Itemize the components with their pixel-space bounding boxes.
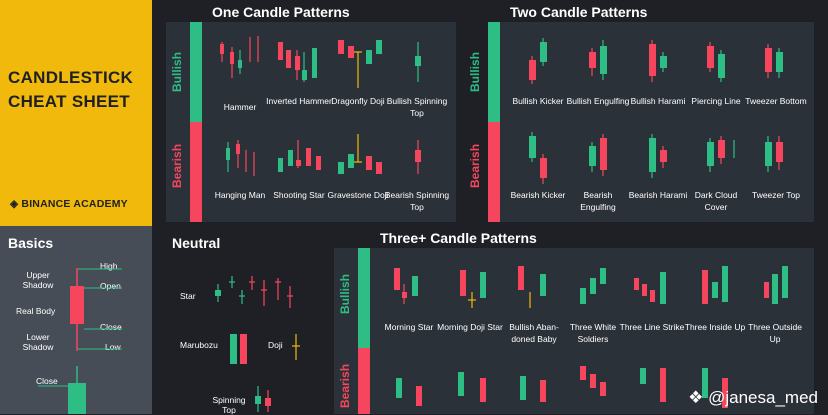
brand-name: BINANCE ACADEMY [21, 198, 127, 210]
label-star: Star [180, 291, 196, 301]
title-line-1: CANDLESTICK [8, 66, 133, 90]
label-spinning-top: Spinning Top [206, 395, 252, 415]
section-three-candle-title: Three+ Candle Patterns [380, 230, 537, 246]
title-panel: CANDLESTICK CHEAT SHEET ◈ BINANCE ACADEM… [0, 0, 152, 226]
bearish-label-2: Bearish [468, 144, 482, 188]
basics-diagram [0, 226, 152, 414]
section-one-candle-title: One Candle Patterns [212, 4, 350, 20]
watermark-text: @janesa_med [708, 388, 818, 407]
binance-icon: ◈ [10, 198, 18, 210]
page-title: CANDLESTICK CHEAT SHEET [8, 66, 133, 114]
label-doji: Doji [268, 340, 283, 350]
watermark: ❖ @janesa_med [688, 388, 818, 408]
brand-logo: ◈ BINANCE ACADEMY [10, 198, 128, 210]
section-two-candle-title: Two Candle Patterns [510, 4, 647, 20]
two-candle-panel: Bullish Kicker Bullish Engulfing Bullish… [488, 22, 814, 222]
share-icon: ❖ [688, 388, 703, 407]
section-neutral-title: Neutral [172, 235, 220, 251]
one-candle-drawings [166, 22, 456, 222]
title-line-2: CHEAT SHEET [8, 90, 133, 114]
one-candle-panel: Bullish Bearish Hammer Inverted Hammer D… [166, 22, 456, 222]
label-marubozu: Marubozu [180, 340, 218, 350]
bullish-label-2: Bullish [468, 52, 482, 92]
two-candle-drawings [488, 22, 814, 222]
basics-panel: Basics Upper Shadow Real Body Lower Shad… [0, 226, 152, 414]
